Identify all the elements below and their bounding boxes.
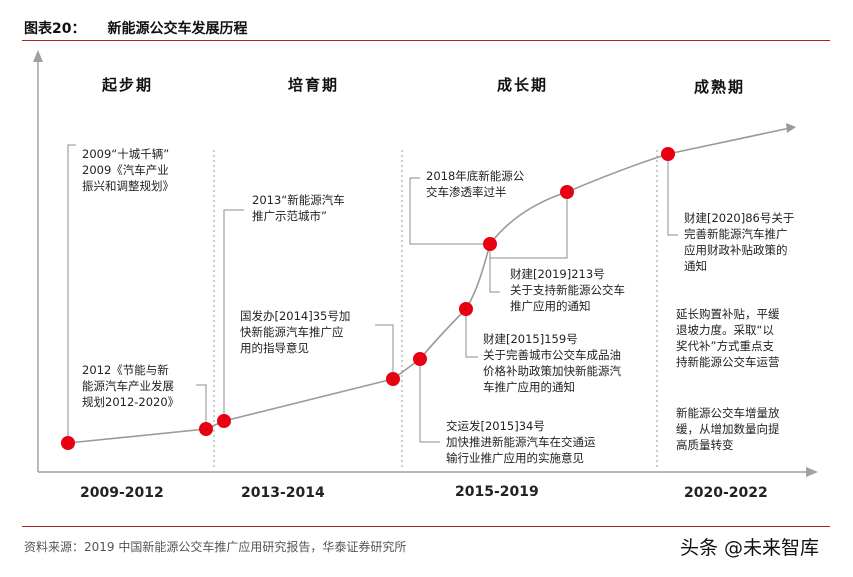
top-rule bbox=[22, 40, 830, 41]
leader-line-2015-159 bbox=[465, 309, 478, 358]
annotation-quality: 新能源公交车增量放 缓，从增加数量向提 高质量转变 bbox=[676, 406, 780, 452]
period-label-1: 2009-2012 bbox=[80, 485, 164, 501]
y-axis-arrow bbox=[33, 50, 43, 62]
milestone-marker-2014 bbox=[386, 372, 400, 386]
curve-arrow bbox=[786, 123, 796, 133]
milestone-marker-2009 bbox=[61, 436, 75, 450]
milestone-marker-2013 bbox=[217, 414, 231, 428]
phase-label-mature: 成熟期 bbox=[694, 78, 746, 96]
annotation-subsidy: 延长购置补贴，平缓 退坡力度。采取“以 奖代补”方式重点支 持新能源公交车运营 bbox=[676, 307, 780, 369]
phase-label-growth: 成长期 bbox=[497, 76, 549, 94]
leader-line-2019 bbox=[489, 244, 500, 293]
annotation-2020: 财建[2020]86号关于 完善新能源汽车推广 应用财政补贴政策的 通知 bbox=[684, 211, 795, 273]
milestone-marker-2020 bbox=[661, 147, 675, 161]
leader-line-2009 bbox=[67, 144, 76, 443]
milestone-marker-2018 bbox=[483, 237, 497, 251]
leader-line-2012 bbox=[196, 384, 207, 429]
figure-title: 图表20： 新能源公交车发展历程 bbox=[24, 18, 247, 38]
leader-line-2018-b bbox=[490, 192, 568, 259]
annotation-2009: 2009“十城千辆” 2009《汽车产业 振兴和调整规划》 bbox=[82, 147, 174, 193]
watermark: 头条 @未来智库 bbox=[680, 537, 820, 559]
milestone-marker-2015-34 bbox=[413, 352, 427, 366]
annotation-2019: 财建[2019]213号 关于支持新能源公交车 推广应用的通知 bbox=[510, 267, 625, 313]
figure-title-text: 新能源公交车发展历程 bbox=[107, 21, 248, 37]
annotation-2015-159: 财建[2015]159号 关于完善城市公交车成品油 价格补助政策加快新能源汽 车… bbox=[483, 332, 621, 394]
milestone-marker-2012 bbox=[199, 422, 213, 436]
annotation-2013: 2013“新能源汽车 推广示范城市” bbox=[252, 193, 345, 223]
milestone-marker-2019 bbox=[560, 185, 574, 199]
leader-line-2018 bbox=[409, 177, 490, 245]
leader-line-2020 bbox=[667, 154, 678, 236]
annotation-2012: 2012《节能与新 能源汽车产业发展 规划2012-2020》 bbox=[82, 363, 180, 409]
source-note: 资料来源：2019 中国新能源公交车推广应用研究报告，华泰证券研究所 bbox=[24, 540, 407, 554]
annotation-2018: 2018年底新能源公 交车渗透率过半 bbox=[426, 169, 525, 199]
x-axis-arrow bbox=[806, 467, 818, 477]
period-label-3: 2015-2019 bbox=[455, 484, 539, 500]
phase-label-start: 起步期 bbox=[102, 76, 154, 94]
leader-line-2014 bbox=[375, 324, 394, 379]
leader-line-2015-34 bbox=[419, 359, 440, 443]
annotation-2015-34: 交运发[2015]34号 加快推进新能源汽车在交通运 输行业推广应用的实施意见 bbox=[446, 419, 596, 465]
milestone-marker-2015-159 bbox=[459, 302, 473, 316]
leader-line-2013 bbox=[223, 209, 244, 421]
period-label-4: 2020-2022 bbox=[684, 485, 768, 501]
annotation-2014: 国发办[2014]35号加 快新能源汽车推广应 用的指导意见 bbox=[240, 309, 351, 355]
figure-number: 图表20： bbox=[24, 21, 86, 37]
phase-label-cultivation: 培育期 bbox=[288, 76, 340, 94]
bottom-rule bbox=[22, 526, 830, 527]
period-label-2: 2013-2014 bbox=[241, 485, 325, 501]
